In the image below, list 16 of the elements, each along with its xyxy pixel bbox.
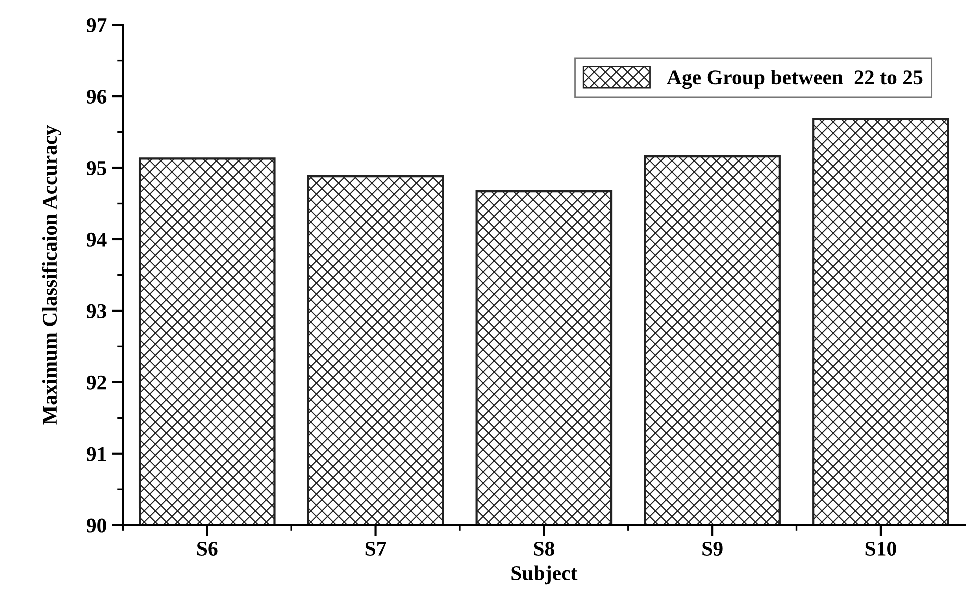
y-tick-label: 94 <box>86 232 107 247</box>
y-axis-title: Maximum Classificaion Accuracy <box>42 126 62 425</box>
y-tick-label: 92 <box>86 376 106 390</box>
y-tick-label: 95 <box>86 161 106 176</box>
x-tick-label: S8 <box>534 542 554 556</box>
y-tick-label: 91 <box>86 447 106 462</box>
legend-label: Age Group between 22 to 25 <box>667 70 923 90</box>
y-tick-label: 93 <box>86 304 107 318</box>
x-tick-label: S9 <box>702 542 723 556</box>
x-tick-label: S10 <box>866 542 896 556</box>
y-tick-label: 96 <box>86 90 107 104</box>
x-axis-title: Subject <box>512 566 578 585</box>
x-tick-label: S7 <box>366 542 386 556</box>
y-tick-label: 90 <box>86 518 106 533</box>
y-tick-label: 97 <box>86 18 107 33</box>
x-tick-label: S6 <box>197 542 218 556</box>
